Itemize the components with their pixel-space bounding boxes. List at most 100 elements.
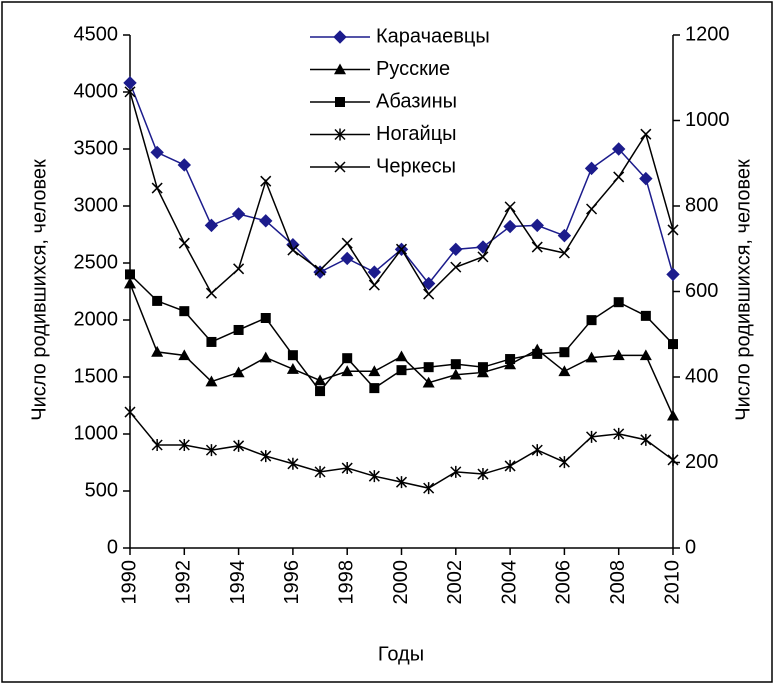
y-tick-label: 1500 bbox=[74, 365, 119, 387]
marker bbox=[341, 237, 353, 249]
marker bbox=[124, 406, 136, 419]
marker bbox=[335, 97, 345, 107]
y2-tick-label: 800 bbox=[685, 194, 718, 216]
marker bbox=[286, 363, 299, 374]
marker bbox=[640, 433, 652, 446]
x-tick-label: 2010 bbox=[661, 560, 683, 605]
marker bbox=[205, 444, 217, 457]
y2-tick-label: 400 bbox=[685, 365, 718, 387]
marker bbox=[152, 295, 163, 306]
marker bbox=[124, 277, 136, 289]
marker bbox=[423, 362, 434, 373]
y-axis-title: Число родившихся, человек bbox=[28, 159, 50, 421]
marker bbox=[206, 336, 217, 347]
marker bbox=[585, 351, 598, 363]
x-tick-label: 1994 bbox=[227, 560, 249, 605]
marker bbox=[368, 279, 380, 291]
marker bbox=[531, 241, 543, 253]
marker bbox=[666, 267, 680, 282]
marker bbox=[613, 297, 624, 308]
marker bbox=[233, 263, 245, 275]
marker bbox=[334, 63, 346, 75]
marker bbox=[395, 350, 408, 362]
marker bbox=[368, 470, 380, 483]
marker bbox=[586, 203, 598, 215]
marker bbox=[395, 476, 408, 489]
marker bbox=[178, 349, 191, 361]
x-tick-label: 2002 bbox=[444, 560, 466, 605]
marker bbox=[124, 86, 136, 98]
marker bbox=[314, 374, 327, 386]
y-tick-label: 4000 bbox=[74, 80, 119, 102]
marker bbox=[125, 269, 135, 280]
y2-tick-label: 200 bbox=[685, 451, 718, 473]
legend-label: Карачаевцы bbox=[376, 25, 490, 47]
legend-label: Русские bbox=[376, 58, 450, 80]
y-tick-label: 2500 bbox=[74, 251, 119, 273]
marker bbox=[423, 482, 435, 495]
marker bbox=[668, 339, 678, 350]
marker bbox=[368, 365, 381, 377]
y-tick-label: 3500 bbox=[74, 137, 119, 159]
marker bbox=[150, 145, 164, 160]
marker bbox=[477, 362, 488, 373]
marker bbox=[334, 128, 346, 141]
y2-tick-label: 0 bbox=[685, 536, 696, 558]
marker bbox=[340, 251, 354, 266]
legend-label: Черкесы bbox=[376, 155, 456, 177]
y-tick-label: 3000 bbox=[74, 194, 119, 216]
marker bbox=[613, 427, 625, 440]
x-tick-label: 2006 bbox=[553, 560, 575, 605]
x-tick-label: 1998 bbox=[335, 560, 357, 605]
marker bbox=[395, 243, 408, 255]
marker bbox=[450, 261, 462, 273]
marker bbox=[177, 158, 192, 172]
x-tick-label: 1996 bbox=[281, 560, 303, 605]
marker bbox=[612, 349, 625, 361]
y-tick-label: 2000 bbox=[74, 308, 119, 330]
x-tick-label: 2000 bbox=[390, 560, 412, 605]
marker bbox=[449, 368, 462, 380]
marker bbox=[123, 76, 137, 90]
marker bbox=[232, 366, 245, 378]
marker bbox=[639, 171, 653, 186]
marker bbox=[611, 142, 626, 156]
marker bbox=[287, 350, 298, 361]
x-axis-title: Годы bbox=[378, 643, 424, 665]
marker bbox=[531, 444, 543, 457]
x-tick-label: 1990 bbox=[118, 560, 140, 605]
marker bbox=[260, 450, 272, 463]
marker bbox=[584, 161, 599, 176]
marker bbox=[341, 462, 353, 475]
marker bbox=[639, 349, 652, 361]
marker bbox=[422, 376, 435, 388]
y2-tick-label: 1200 bbox=[685, 23, 730, 45]
marker bbox=[342, 353, 353, 364]
marker bbox=[313, 265, 327, 279]
y2-tick-label: 1000 bbox=[685, 109, 730, 131]
legend-label: Ногайцы bbox=[376, 123, 457, 145]
marker bbox=[334, 161, 346, 173]
marker bbox=[477, 468, 489, 481]
y2-axis-title: Число родившихся, человек bbox=[732, 159, 754, 421]
marker bbox=[530, 218, 544, 233]
marker bbox=[559, 347, 570, 358]
marker bbox=[178, 237, 190, 249]
marker bbox=[423, 288, 435, 300]
marker bbox=[640, 128, 652, 140]
marker bbox=[315, 386, 326, 397]
marker bbox=[314, 465, 326, 478]
legend-label: Абазины bbox=[376, 90, 457, 112]
marker bbox=[231, 207, 246, 221]
y-tick-label: 1000 bbox=[74, 422, 119, 444]
marker bbox=[449, 242, 463, 257]
marker bbox=[586, 430, 598, 443]
marker bbox=[504, 459, 516, 472]
marker bbox=[504, 201, 516, 213]
marker bbox=[667, 409, 679, 421]
x-tick-label: 2008 bbox=[607, 560, 629, 605]
marker bbox=[233, 439, 245, 452]
marker bbox=[369, 383, 380, 394]
marker bbox=[260, 313, 271, 324]
marker bbox=[667, 224, 679, 236]
